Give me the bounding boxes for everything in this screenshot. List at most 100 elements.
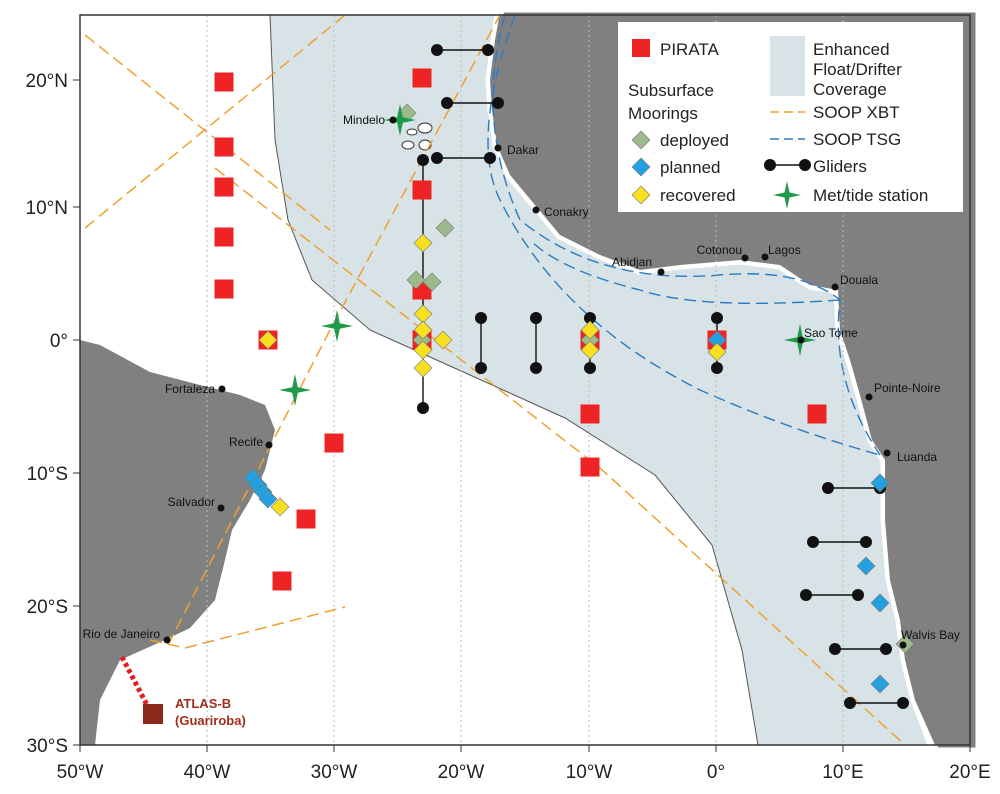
glider-end <box>880 643 892 655</box>
legend-swatch <box>631 157 651 177</box>
place-dot <box>831 283 839 291</box>
glider-end <box>800 589 812 601</box>
x-tick-label: 30°W <box>311 762 358 783</box>
pirata-mooring <box>324 433 344 453</box>
glider-end <box>852 589 864 601</box>
place-label: Mindelo <box>343 113 385 127</box>
legend-label: recovered <box>660 186 736 205</box>
place-dot <box>797 336 805 344</box>
deployed-mooring <box>422 272 442 292</box>
glider-end <box>584 362 596 374</box>
legend-swatch <box>770 36 805 96</box>
y-tick-label: 30°S <box>27 736 68 757</box>
planned-mooring <box>258 489 278 509</box>
met-station <box>279 374 311 406</box>
recovered-mooring <box>580 320 600 340</box>
xbt-line <box>214 167 906 746</box>
legend-swatch <box>631 185 651 205</box>
pirata-mooring <box>412 68 432 88</box>
deployed-mooring <box>406 270 426 290</box>
pirata-mooring <box>580 404 600 424</box>
glider-end <box>530 312 542 324</box>
planned-mooring <box>870 473 890 493</box>
pirata-mooring <box>580 457 600 477</box>
y-tick-label: 0° <box>50 331 68 352</box>
y-tick-label: 10°N <box>26 198 68 219</box>
recovered-mooring <box>413 320 433 340</box>
pirata-mooring <box>214 137 234 157</box>
atlas-line <box>119 655 150 707</box>
glider-end <box>431 44 443 56</box>
planned-mooring <box>856 556 876 576</box>
x-tick-label: 20°E <box>949 762 990 783</box>
atlas-marker <box>143 704 163 724</box>
x-tick-label: 40°W <box>184 762 231 783</box>
soop-xbt-lines <box>84 14 906 746</box>
legend-label: SOOP XBT <box>813 103 900 122</box>
pirata-mooring <box>632 39 650 57</box>
planned-mooring <box>870 674 890 694</box>
x-tick-label: 20°W <box>438 762 485 783</box>
place-label: Walvis Bay <box>901 628 960 642</box>
legend-label: deployed <box>660 131 729 150</box>
pirata-mooring <box>272 571 292 591</box>
pirata-mooring <box>214 72 234 92</box>
place-dot <box>657 268 665 276</box>
axes: 50°W 40°W 30°W 20°W 10°W 0° 10°E 20°E 20°N 10°N 0°… <box>26 71 991 783</box>
place-dot <box>389 116 397 124</box>
tsg-line <box>487 14 881 456</box>
place-label: Sao Tome <box>804 326 858 340</box>
x-tick-label: 10°E <box>822 762 863 783</box>
place-dot <box>761 253 769 261</box>
glider-end <box>431 152 443 164</box>
south-america <box>80 340 275 745</box>
x-tick-label: 50°W <box>57 762 104 783</box>
glider-end <box>417 154 429 166</box>
glider-end <box>484 152 496 164</box>
legend-items: PIRATA Subsurface Moorings deployed planned r… <box>628 36 928 209</box>
place-dot <box>865 393 873 401</box>
xbt-line <box>84 14 346 229</box>
glider-end <box>764 159 776 171</box>
place-label: Salvador <box>168 495 215 509</box>
legend-label: Float/Drifter <box>813 60 902 79</box>
glider-end <box>475 362 487 374</box>
place-label: Cotonou <box>697 243 742 257</box>
glider-end <box>711 312 723 324</box>
legend-label: Enhanced <box>813 40 890 59</box>
place-label: Recife <box>229 435 263 449</box>
legend-label: Moorings <box>628 104 698 123</box>
place-label: Rio de Janeiro <box>83 627 161 641</box>
place-dot <box>265 441 273 449</box>
recovered-mooring <box>270 497 290 517</box>
island <box>401 140 415 150</box>
glider-end <box>530 362 542 374</box>
legend-label: Gliders <box>813 157 867 176</box>
glider-end <box>475 312 487 324</box>
place-dot <box>494 144 502 152</box>
place-label: Fortaleza <box>165 382 215 396</box>
legend-label: Subsurface <box>628 81 714 100</box>
legend-label: planned <box>660 158 721 177</box>
legend-label: SOOP TSG <box>813 130 901 149</box>
island <box>406 128 418 136</box>
pirata-mooring <box>412 180 432 200</box>
place-dot <box>883 449 891 457</box>
place-label: Conakry <box>544 205 589 219</box>
pirata-mooring <box>214 177 234 197</box>
cape-verde <box>401 122 433 151</box>
y-tick-label: 20°S <box>27 597 68 618</box>
glider-end <box>417 402 429 414</box>
place-label: Lagos <box>768 243 801 257</box>
glider-end <box>860 536 872 548</box>
frame <box>79 14 971 746</box>
glider-end <box>711 362 723 374</box>
glider-end <box>441 97 453 109</box>
pirata-mooring <box>296 509 316 529</box>
met-station <box>773 181 801 209</box>
recovered-mooring <box>707 342 727 362</box>
legend-label: PIRATA <box>660 40 720 59</box>
glider-end <box>822 482 834 494</box>
glider-end <box>829 643 841 655</box>
